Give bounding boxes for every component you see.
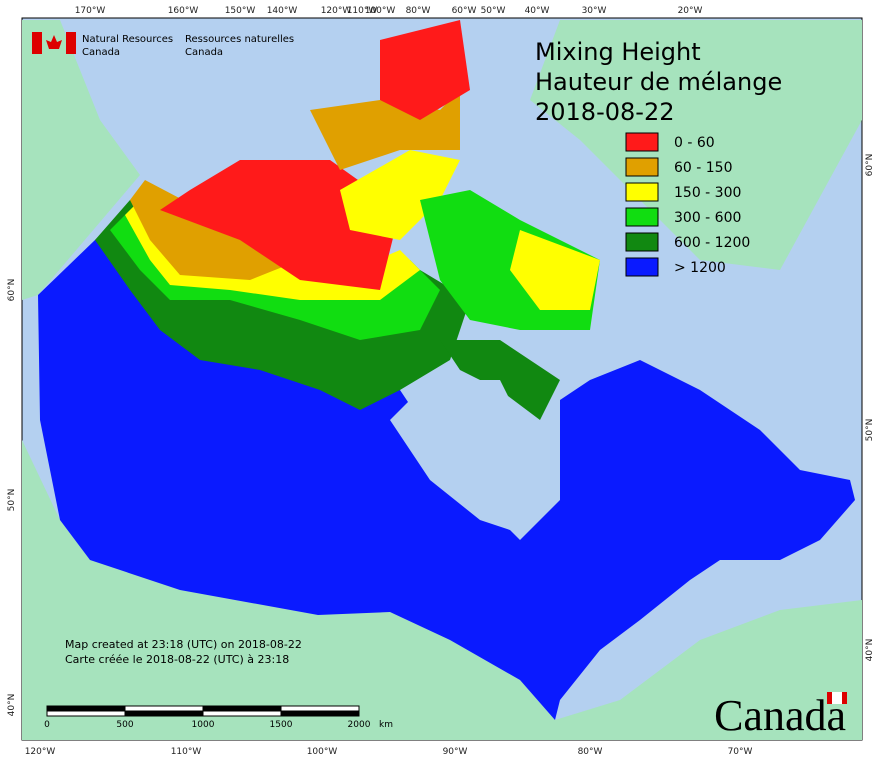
flag-bar [32,32,42,54]
legend-swatch [625,182,659,202]
legend-label: > 1200 [674,260,726,276]
lat-label: 50°N [7,489,17,512]
zone [160,160,400,290]
lat-label: 50°N [865,419,875,442]
lon-label: 150°W [225,6,256,16]
legend-label: 300 - 600 [674,210,741,226]
flag-bar [66,32,76,54]
lon-label: 80°W [406,6,431,16]
wordmark-flag [842,692,847,704]
lat-label: 60°N [7,279,17,302]
legend-swatch [625,132,659,152]
title: Mixing Height [535,38,701,66]
scale-segment [124,710,204,717]
lon-label: 160°W [168,6,199,16]
greenland [530,20,862,270]
hudson-bay [390,380,555,530]
lon-label: 90°W [443,747,468,757]
scale-unit: km [379,720,393,730]
legend-swatch [625,257,659,277]
legend-label: 60 - 150 [674,160,733,176]
zone [340,150,460,240]
lat-label: 60°N [865,154,875,177]
scale-segment [280,705,360,712]
zone [380,20,470,120]
scale-segment [202,705,282,712]
lon-label: 20°W [678,6,703,16]
agency-en: Canada [82,47,120,58]
scale-label: 500 [116,720,133,730]
title: Hauteur de mélange [535,68,782,96]
lon-label: 170°W [75,6,106,16]
lon-label: 110°W [171,747,202,757]
legend-label: 150 - 300 [674,185,741,201]
scale-segment [280,710,360,717]
flag-leaf [46,35,62,49]
legend-label: 0 - 60 [674,135,715,151]
lon-label: 40°W [525,6,550,16]
legend-swatch [625,157,659,177]
legend-swatch [625,207,659,227]
lon-label: 120°W [321,6,352,16]
lon-label: 60°W [452,6,477,16]
lon-label: 30°W [582,6,607,16]
scale-label: 1500 [270,720,293,730]
scale-label: 1000 [192,720,215,730]
legend-swatch [625,232,659,252]
zone [510,230,600,310]
note: Carte créée le 2018-08-22 (UTC) à 23:18 [65,653,289,666]
lon-label: 80°W [578,747,603,757]
lon-label: 120°W [25,747,56,757]
scale-segment [124,705,204,712]
scale-segment [46,705,126,712]
wordmark-flag [827,692,832,704]
note: Map created at 23:18 (UTC) on 2018-08-22 [65,638,302,651]
lat-label: 40°N [7,694,17,717]
lon-label: 100°W [307,747,338,757]
lat-label: 40°N [865,639,875,662]
lon-label: 140°W [267,6,298,16]
scale-label: 2000 [348,720,371,730]
wordmark: Canada [714,691,846,740]
title: 2018-08-22 [535,98,674,126]
agency-en: Natural Resources [82,34,173,45]
scale-segment [46,710,126,717]
lon-label: 110°W [347,6,378,16]
scale-label: 0 [44,720,50,730]
agency-fr: Ressources naturelles [185,34,294,45]
usa [22,440,862,740]
scale-segment [202,710,282,717]
lon-label: 100°W [365,6,396,16]
lon-label: 70°W [728,747,753,757]
lon-label: 50°W [481,6,506,16]
alaska [22,20,140,300]
agency-fr: Canada [185,47,223,58]
legend-label: 600 - 1200 [674,235,750,251]
